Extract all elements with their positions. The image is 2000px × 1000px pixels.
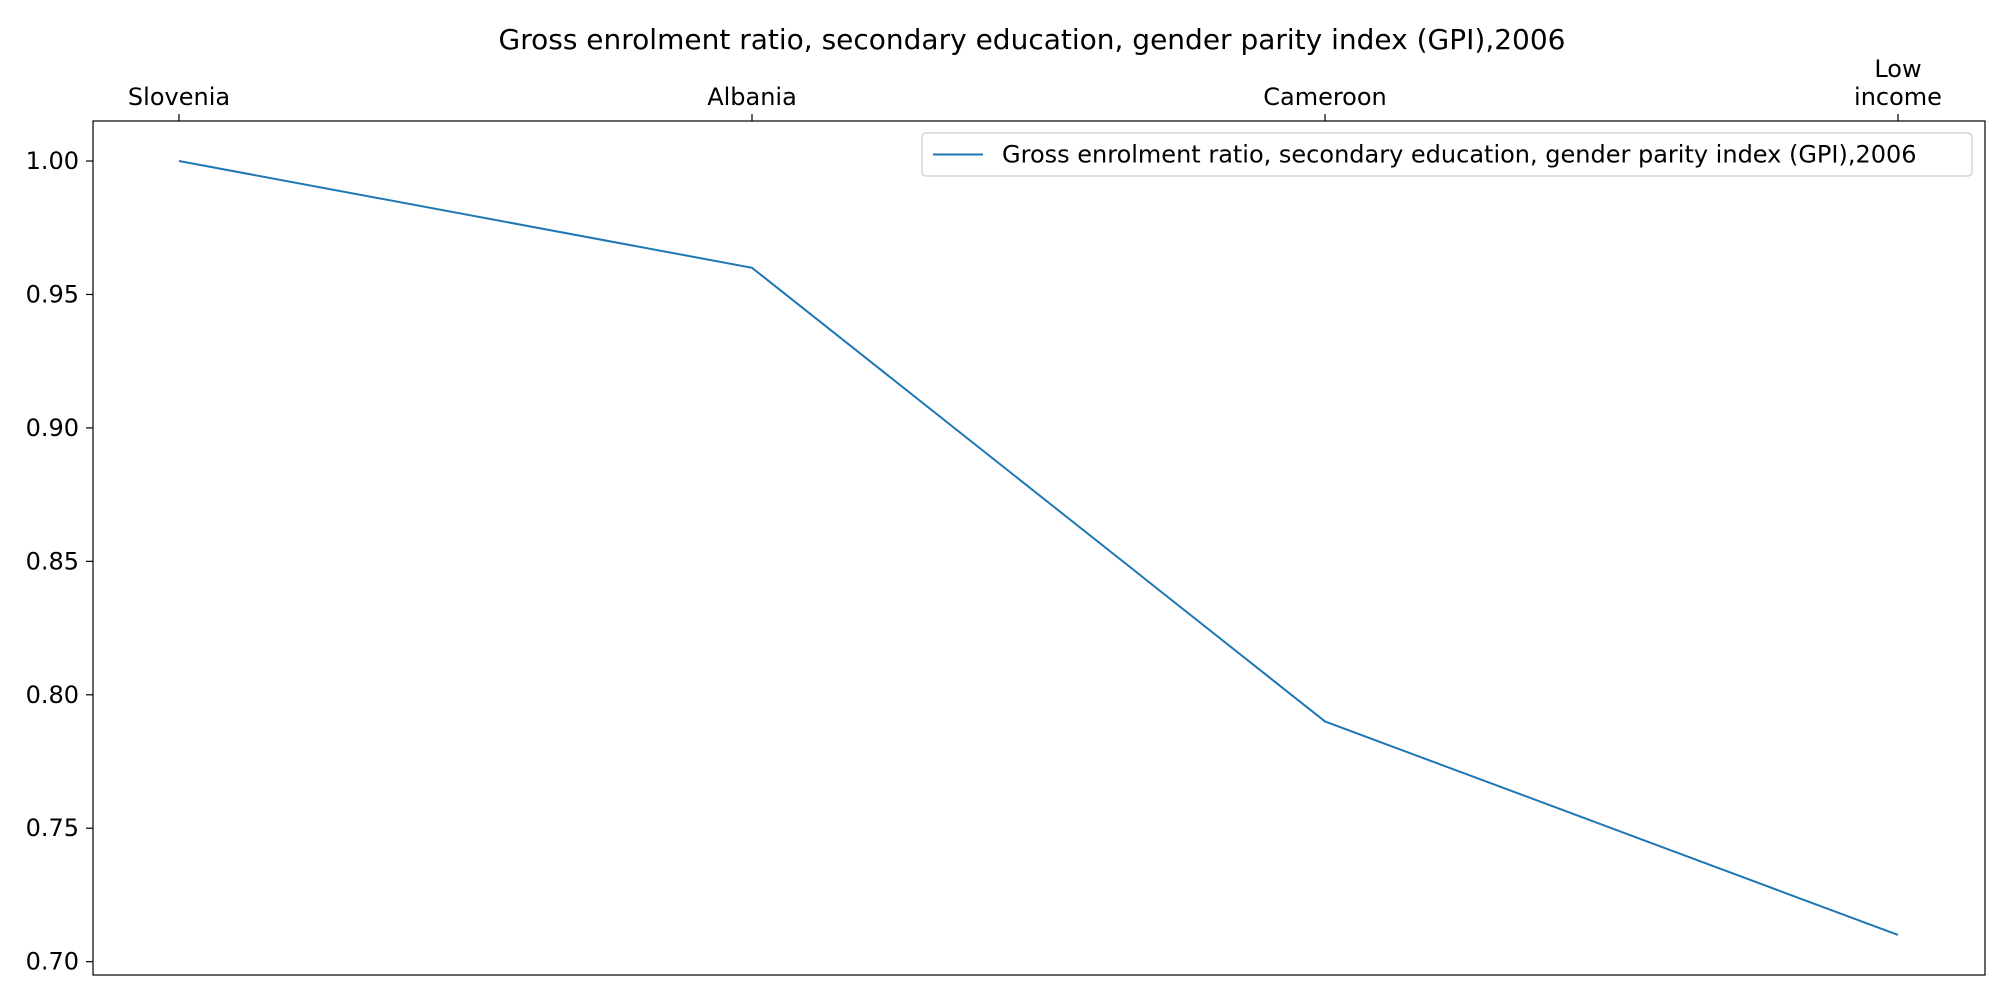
x-tick-label: Albania <box>707 83 797 111</box>
y-tick-label: 0.85 <box>26 547 79 575</box>
y-tick-label: 0.95 <box>26 280 79 308</box>
plot-area: 0.70 0.75 0.80 0.85 0.90 0.95 1.00 Slovenia Alba… <box>26 55 1986 976</box>
legend-label: Gross enrolment ratio, secondary educati… <box>1002 141 1917 169</box>
series-line <box>178 160 1899 936</box>
legend: Gross enrolment ratio, secondary educati… <box>921 132 1973 177</box>
legend-box <box>921 132 1973 177</box>
x-tick-label: Cameroon <box>1263 83 1387 111</box>
y-tick-label: 1.00 <box>26 147 79 175</box>
plot-frame <box>92 120 1986 976</box>
y-tick-label: 0.80 <box>26 681 79 709</box>
y-tick-label: 0.90 <box>26 414 79 442</box>
y-tick-label: 0.75 <box>26 814 79 842</box>
chart-title: Gross enrolment ratio, secondary educati… <box>499 23 1566 56</box>
x-tick-label: Low income <box>1854 55 1942 111</box>
x-tick-label: Slovenia <box>128 83 230 111</box>
y-tick-label: 0.70 <box>26 948 79 976</box>
